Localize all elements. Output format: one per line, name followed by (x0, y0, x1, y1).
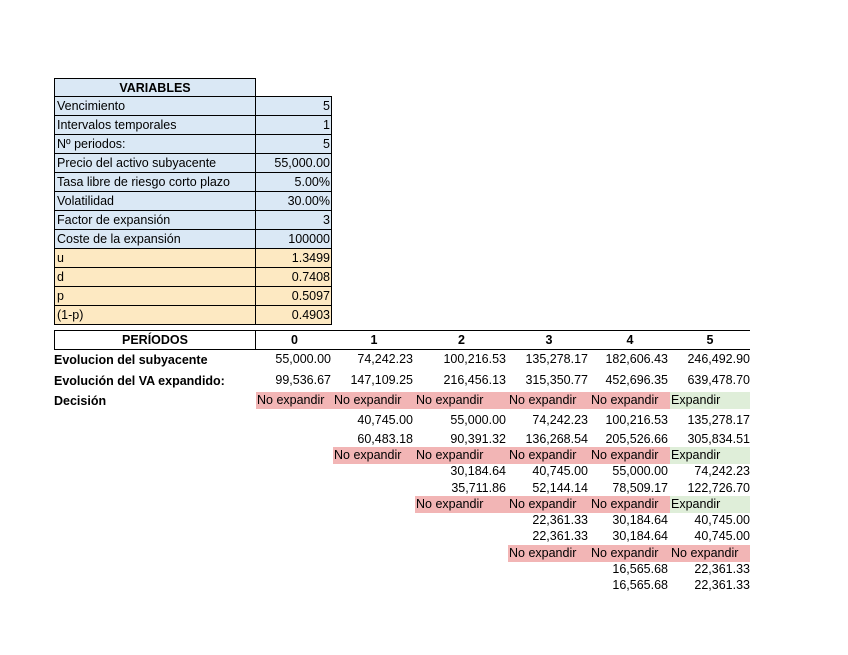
node-3b-3[interactable]: 22,361.33 (532, 529, 588, 543)
subyacente-4[interactable]: 182,606.43 (605, 352, 668, 366)
node-2a-3[interactable]: 40,745.00 (532, 464, 588, 478)
var-label-u: u (54, 249, 256, 268)
va-1[interactable]: 147,109.25 (350, 373, 413, 387)
var-label-intervalos: Intervalos temporales (54, 116, 256, 135)
var-value-1-p[interactable]: 0.4903 (256, 306, 332, 325)
va-5[interactable]: 639,478.70 (687, 373, 750, 387)
decision-2-3[interactable]: No expandir (508, 496, 590, 513)
var-value-p[interactable]: 0.5097 (256, 287, 332, 306)
var-value-factor[interactable]: 3 (256, 211, 332, 230)
va-0[interactable]: 99,536.67 (275, 373, 331, 387)
decision-0-0[interactable]: No expandir (256, 392, 333, 409)
var-value-volatilidad[interactable]: 30.00% (256, 192, 332, 211)
node-2b-5[interactable]: 122,726.70 (687, 481, 750, 495)
va-4[interactable]: 452,696.35 (605, 373, 668, 387)
decision-0-3[interactable]: No expandir (508, 392, 590, 409)
node-4b-4[interactable]: 16,565.68 (612, 578, 668, 592)
node-3a-5[interactable]: 40,745.00 (694, 513, 750, 527)
decision-1-4[interactable]: No expandir (590, 447, 670, 464)
var-label-volatilidad: Volatilidad (54, 192, 256, 211)
node-2a-5[interactable]: 74,242.23 (694, 464, 750, 478)
var-value-intervalos[interactable]: 1 (256, 116, 332, 135)
node-3b-5[interactable]: 40,745.00 (694, 529, 750, 543)
var-label-periodos: Nº periodos: (54, 135, 256, 154)
node-3a-4[interactable]: 30,184.64 (612, 513, 668, 527)
node-1b-4[interactable]: 205,526.66 (605, 432, 668, 446)
subyacente-5[interactable]: 246,492.90 (687, 352, 750, 366)
var-value-tasa[interactable]: 5.00% (256, 173, 332, 192)
period-1: 1 (333, 330, 415, 350)
decision-1-1[interactable]: No expandir (333, 447, 415, 464)
var-label-tasa: Tasa libre de riesgo corto plazo (54, 173, 256, 192)
subyacente-1[interactable]: 74,242.23 (357, 352, 413, 366)
periods-header: PERÍODOS (54, 330, 256, 350)
var-label-coste: Coste de la expansión (54, 230, 256, 249)
subyacente-2[interactable]: 100,216.53 (443, 352, 506, 366)
node-1b-5[interactable]: 305,834.51 (687, 432, 750, 446)
decision-3-5[interactable]: No expandir (670, 545, 750, 562)
node-1a-5[interactable]: 135,278.17 (687, 413, 750, 427)
period-2: 2 (415, 330, 508, 350)
var-value-vencimiento[interactable]: 5 (256, 97, 332, 116)
decision-1-5[interactable]: Expandir (670, 447, 750, 464)
var-label-p: p (54, 287, 256, 306)
period-4: 4 (590, 330, 670, 350)
va-2[interactable]: 216,456.13 (443, 373, 506, 387)
row-label-va: Evolución del VA expandido: (54, 374, 225, 388)
node-1a-3[interactable]: 74,242.23 (532, 413, 588, 427)
period-3: 3 (508, 330, 590, 350)
row-label-decision: Decisión (54, 394, 107, 408)
node-1a-4[interactable]: 100,216.53 (605, 413, 668, 427)
va-3[interactable]: 315,350.77 (525, 373, 588, 387)
subyacente-3[interactable]: 135,278.17 (525, 352, 588, 366)
decision-2-4[interactable]: No expandir (590, 496, 670, 513)
period-0: 0 (256, 330, 333, 350)
var-label-vencimiento: Vencimiento (54, 97, 256, 116)
decision-3-4[interactable]: No expandir (590, 545, 670, 562)
decision-0-2[interactable]: No expandir (415, 392, 508, 409)
node-4b-5[interactable]: 22,361.33 (694, 578, 750, 592)
period-5: 5 (670, 330, 750, 350)
node-2b-2[interactable]: 35,711.86 (451, 481, 506, 495)
subyacente-0[interactable]: 55,000.00 (275, 352, 331, 366)
variables-header: VARIABLES (54, 78, 256, 97)
node-4a-5[interactable]: 22,361.33 (694, 562, 750, 576)
decision-0-5[interactable]: Expandir (670, 392, 750, 409)
var-label-1-p: (1-p) (54, 306, 256, 325)
row-label-subyacente: Evolucion del subyacente (54, 353, 208, 367)
node-4a-4[interactable]: 16,565.68 (612, 562, 668, 576)
node-1b-2[interactable]: 90,391.32 (450, 432, 506, 446)
var-value-precio[interactable]: 55,000.00 (256, 154, 332, 173)
decision-2-5[interactable]: Expandir (670, 496, 750, 513)
decision-1-3[interactable]: No expandir (508, 447, 590, 464)
decision-0-1[interactable]: No expandir (333, 392, 415, 409)
node-2a-4[interactable]: 55,000.00 (612, 464, 668, 478)
node-2b-4[interactable]: 78,509.17 (612, 481, 668, 495)
variables-header-blank (256, 78, 332, 97)
node-1b-3[interactable]: 136,268.54 (525, 432, 588, 446)
node-1a-1[interactable]: 40,745.00 (357, 413, 413, 427)
var-value-d[interactable]: 0.7408 (256, 268, 332, 287)
var-value-coste[interactable]: 100000 (256, 230, 332, 249)
node-2a-2[interactable]: 30,184.64 (450, 464, 506, 478)
var-label-factor: Factor de expansión (54, 211, 256, 230)
node-3b-4[interactable]: 30,184.64 (612, 529, 668, 543)
decision-0-4[interactable]: No expandir (590, 392, 670, 409)
node-3a-3[interactable]: 22,361.33 (532, 513, 588, 527)
decision-1-2[interactable]: No expandir (415, 447, 508, 464)
node-2b-3[interactable]: 52,144.14 (532, 481, 588, 495)
var-label-precio: Precio del activo subyacente (54, 154, 256, 173)
var-value-periodos[interactable]: 5 (256, 135, 332, 154)
node-1a-2[interactable]: 55,000.00 (450, 413, 506, 427)
var-label-d: d (54, 268, 256, 287)
node-1b-1[interactable]: 60,483.18 (357, 432, 413, 446)
decision-3-3[interactable]: No expandir (508, 545, 590, 562)
var-value-u[interactable]: 1.3499 (256, 249, 332, 268)
decision-2-2[interactable]: No expandir (415, 496, 508, 513)
